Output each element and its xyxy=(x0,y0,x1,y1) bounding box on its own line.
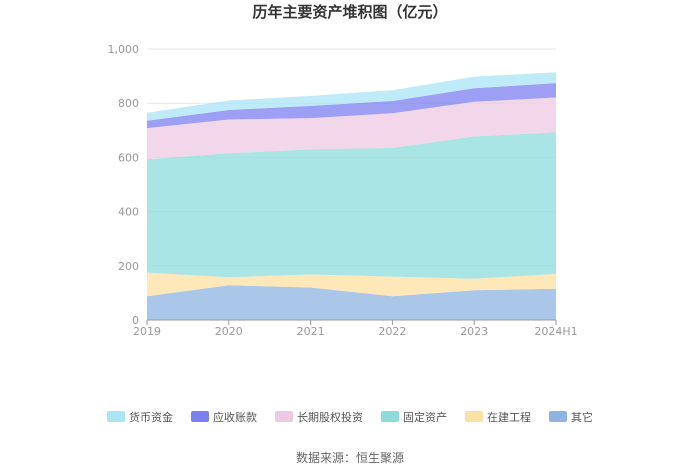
legend-label: 长期股权投资 xyxy=(297,410,363,424)
legend-swatch xyxy=(381,411,399,422)
y-tick-label: 400 xyxy=(118,206,139,219)
y-tick-label: 200 xyxy=(118,260,139,273)
data-source: 数据来源：恒生聚源 xyxy=(296,450,404,465)
legend-label: 其它 xyxy=(571,410,593,424)
x-tick-label: 2024H1 xyxy=(534,325,577,338)
x-tick-label: 2023 xyxy=(460,325,488,338)
legend-swatch xyxy=(191,411,209,422)
legend-swatch xyxy=(465,411,483,422)
legend-item-3[interactable]: 长期股权投资 xyxy=(275,410,363,424)
legend-label: 货币资金 xyxy=(129,410,173,424)
legend-item-2[interactable]: 应收账款 xyxy=(191,410,257,424)
y-tick-label: 1,000 xyxy=(108,43,140,56)
series-area-1 xyxy=(147,285,556,320)
legend-swatch xyxy=(107,411,125,422)
legend-swatch xyxy=(549,411,567,422)
x-tick-label: 2020 xyxy=(215,325,243,338)
series-area-3 xyxy=(147,132,556,279)
x-tick-label: 2022 xyxy=(378,325,406,338)
series-area-5 xyxy=(147,83,556,129)
axes: 0 200 400 600 800 1,000 2019 2020 2021 2022 2023 20… xyxy=(108,43,578,338)
chart-title: 历年主要资产堆积图（亿元） xyxy=(252,3,447,21)
legend: 货币资金 应收账款 长期股权投资 固定资产 在建工程 其它 xyxy=(107,410,593,424)
legend-label: 固定资产 xyxy=(403,410,447,424)
legend-item-6[interactable]: 其它 xyxy=(549,410,593,424)
legend-item-4[interactable]: 固定资产 xyxy=(381,410,447,424)
legend-swatch xyxy=(275,411,293,422)
legend-label: 应收账款 xyxy=(213,410,257,424)
series-area-4 xyxy=(147,97,556,160)
x-tick-label: 2021 xyxy=(297,325,325,338)
series-area-6 xyxy=(147,72,556,121)
y-tick-label: 800 xyxy=(118,97,139,110)
legend-item-5[interactable]: 在建工程 xyxy=(465,410,531,424)
legend-label: 在建工程 xyxy=(487,410,531,424)
series-area-2 xyxy=(147,272,556,297)
y-tick-label: 600 xyxy=(118,151,139,164)
legend-item-1[interactable]: 货币资金 xyxy=(107,410,173,424)
x-tick-label: 2019 xyxy=(133,325,161,338)
y-tick-label: 0 xyxy=(132,314,139,327)
area-layer xyxy=(147,72,556,320)
